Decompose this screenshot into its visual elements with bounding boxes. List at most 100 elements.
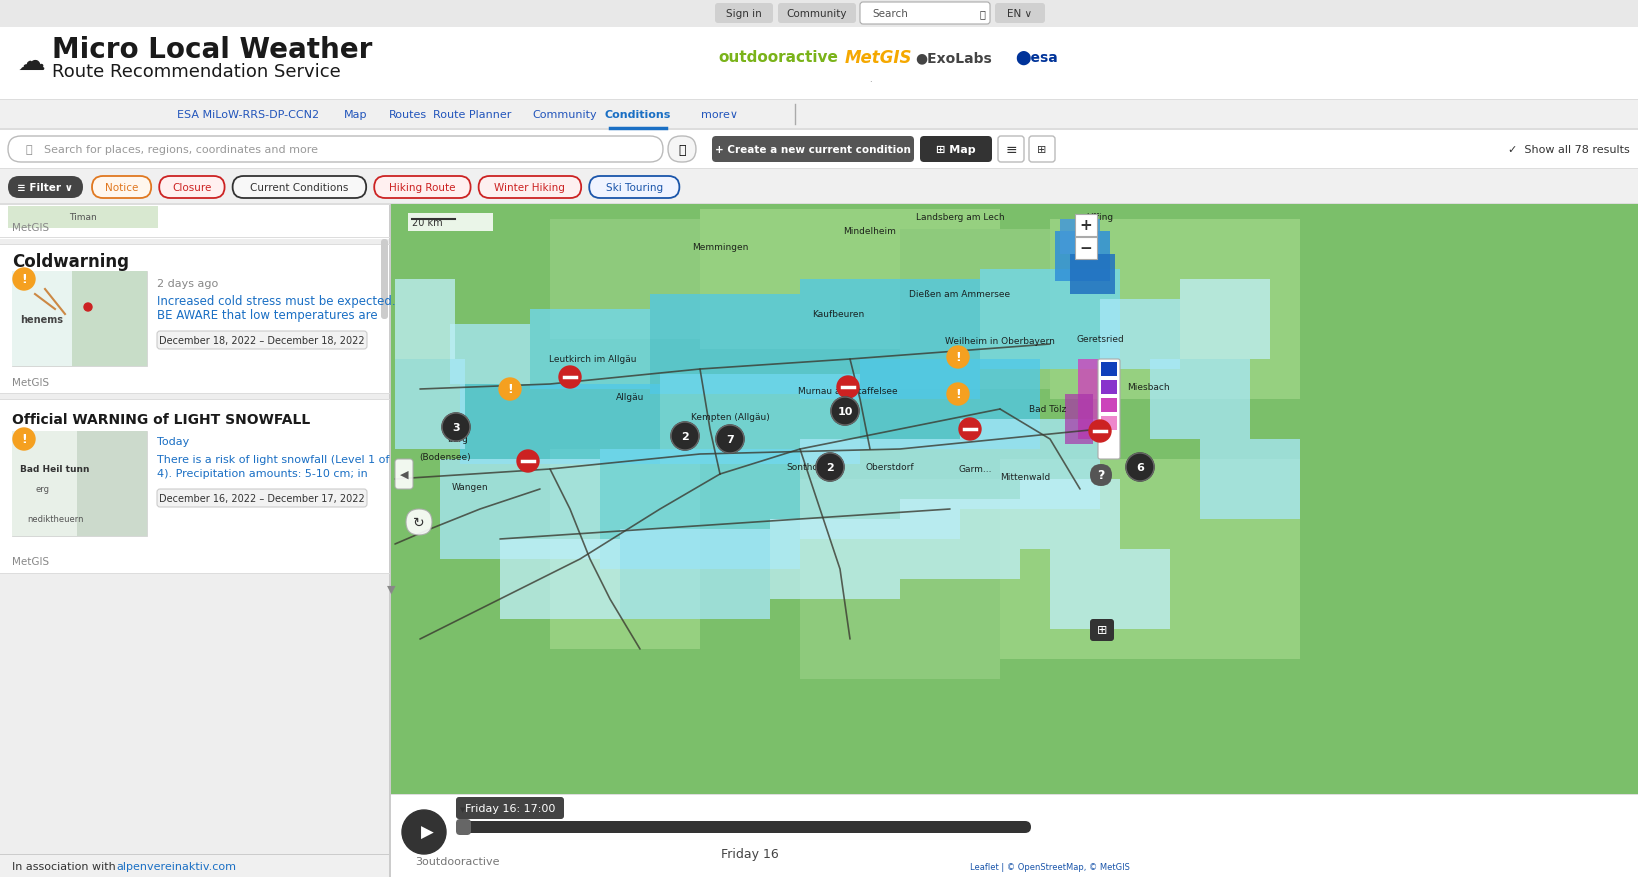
Circle shape: [672, 423, 699, 451]
Bar: [1050, 220, 1301, 400]
FancyBboxPatch shape: [994, 4, 1045, 24]
Text: 🔍: 🔍: [26, 145, 33, 155]
Text: ◀: ◀: [400, 469, 408, 480]
Text: Today: Today: [157, 437, 190, 446]
Circle shape: [559, 367, 581, 389]
Text: 3: 3: [452, 423, 460, 432]
Text: 7: 7: [726, 434, 734, 445]
Text: MetGIS: MetGIS: [11, 556, 49, 567]
Bar: [8, 207, 157, 229]
Text: Memmingen: Memmingen: [691, 243, 749, 253]
Bar: [550, 220, 750, 339]
Text: henems: henems: [21, 315, 64, 324]
FancyBboxPatch shape: [455, 819, 472, 835]
Bar: [0, 400, 390, 401]
Text: Kempten (Allgäu): Kempten (Allgäu): [691, 413, 770, 422]
Text: ☁: ☁: [18, 48, 46, 76]
Bar: [0, 854, 390, 855]
Text: Ski Touring: Ski Touring: [606, 182, 663, 193]
Text: Dießen am Ammersee: Dießen am Ammersee: [909, 290, 1011, 299]
Text: Leutkirch im Allgäu: Leutkirch im Allgäu: [549, 355, 637, 364]
Circle shape: [830, 397, 858, 425]
Text: Conditions: Conditions: [604, 110, 672, 120]
FancyBboxPatch shape: [8, 137, 663, 163]
Text: ⊞ Map: ⊞ Map: [937, 145, 976, 155]
FancyBboxPatch shape: [668, 137, 696, 163]
Bar: [408, 214, 493, 232]
Text: Search for places, regions, coordinates and more: Search for places, regions, coordinates …: [44, 145, 318, 155]
Text: EN ∨: EN ∨: [1007, 9, 1032, 19]
Bar: [391, 794, 1638, 795]
Bar: [1050, 549, 1170, 630]
Text: outdooractive: outdooractive: [717, 51, 839, 66]
Text: Geretsried: Geretsried: [1076, 335, 1124, 344]
Text: Mittenwald: Mittenwald: [999, 473, 1050, 482]
Bar: [0, 100, 1638, 130]
Text: Miesbach: Miesbach: [1127, 383, 1170, 392]
Circle shape: [1125, 453, 1155, 481]
Text: 20 km: 20 km: [413, 217, 442, 228]
Text: erg: erg: [34, 485, 49, 494]
Text: In association with: In association with: [11, 861, 120, 871]
Circle shape: [13, 268, 34, 290]
FancyBboxPatch shape: [860, 3, 989, 25]
Bar: [391, 794, 1638, 877]
FancyBboxPatch shape: [157, 332, 367, 350]
Bar: [1060, 220, 1101, 254]
Bar: [1101, 381, 1117, 395]
Text: ⬤esa: ⬤esa: [1016, 51, 1058, 65]
Circle shape: [84, 303, 92, 311]
Circle shape: [958, 418, 981, 440]
Text: Friday 16: Friday 16: [721, 847, 780, 860]
FancyBboxPatch shape: [395, 460, 413, 489]
Bar: [799, 480, 1001, 679]
Bar: [531, 310, 650, 389]
Text: +: +: [1079, 218, 1093, 233]
Bar: [0, 854, 390, 877]
Text: Kaufbeuren: Kaufbeuren: [812, 310, 865, 319]
Bar: [0, 204, 390, 877]
Bar: [395, 360, 465, 450]
FancyBboxPatch shape: [921, 137, 993, 163]
Text: Wangen: Wangen: [452, 483, 488, 492]
Bar: [11, 272, 72, 367]
Text: Sign in: Sign in: [726, 9, 762, 19]
Bar: [1065, 395, 1093, 445]
Bar: [1001, 460, 1301, 660]
Text: BE AWARE that low temperatures are: BE AWARE that low temperatures are: [157, 310, 378, 322]
Bar: [600, 450, 799, 569]
Text: ≡: ≡: [1006, 143, 1017, 157]
Text: December 16, 2022 – December 17, 2022: December 16, 2022 – December 17, 2022: [159, 494, 365, 503]
FancyBboxPatch shape: [157, 489, 367, 508]
Text: Murnau am Staffelsee: Murnau am Staffelsee: [798, 387, 898, 396]
Bar: [460, 384, 660, 465]
Bar: [1101, 398, 1117, 412]
FancyBboxPatch shape: [478, 177, 581, 199]
Bar: [799, 280, 980, 400]
Bar: [550, 450, 699, 649]
Text: ▼: ▼: [387, 584, 395, 595]
Circle shape: [401, 810, 446, 854]
FancyBboxPatch shape: [382, 239, 388, 319]
Bar: [660, 374, 860, 465]
FancyBboxPatch shape: [1089, 465, 1112, 487]
Text: Search: Search: [871, 9, 907, 19]
Text: !: !: [21, 433, 26, 446]
Bar: [0, 245, 390, 395]
Text: Route Planner: Route Planner: [432, 110, 511, 120]
Bar: [1101, 300, 1179, 369]
Text: ⊞: ⊞: [1097, 624, 1107, 637]
Circle shape: [442, 414, 470, 441]
Text: Allgäu: Allgäu: [616, 393, 644, 402]
Bar: [0, 203, 1638, 204]
FancyBboxPatch shape: [778, 4, 857, 24]
Text: Timan: Timan: [69, 213, 97, 222]
Bar: [621, 530, 770, 619]
Text: There is a risk of light snowfall (Level 1 of: There is a risk of light snowfall (Level…: [157, 454, 390, 465]
Bar: [11, 272, 147, 367]
Text: Garm...: Garm...: [958, 465, 991, 474]
Text: Routes: Routes: [388, 110, 428, 120]
Bar: [1078, 360, 1097, 439]
Bar: [0, 100, 1638, 101]
Text: MetGIS: MetGIS: [11, 223, 49, 232]
